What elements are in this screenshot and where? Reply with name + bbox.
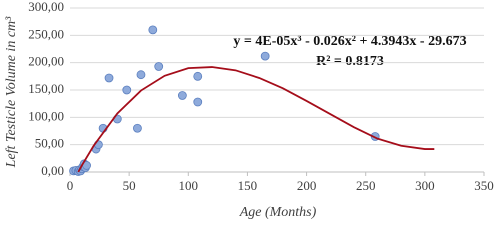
x-tick-label: 350: [474, 178, 494, 193]
trendline: [77, 66, 435, 173]
y-tick-label: 200,00: [28, 54, 64, 69]
x-tick-label: 0: [67, 178, 74, 193]
page: y = 4E-05x³ - 0.026x² + 4.3943x - 29.673…: [4, 0, 494, 221]
point: [260, 51, 270, 61]
chart: y = 4E-05x³ - 0.026x² + 4.3943x - 29.673…: [4, 0, 494, 220]
point: [136, 70, 146, 80]
y-tick-label: 50,00: [35, 136, 64, 151]
x-axis-title: Age (Months): [239, 205, 317, 220]
y-tick-label: 150,00: [28, 81, 64, 96]
y-axis-title: Left Testicle Volume in cm³: [4, 16, 19, 168]
y-tick-label: 300,00: [28, 0, 64, 14]
point: [193, 97, 203, 107]
point: [104, 73, 114, 83]
point: [177, 91, 187, 100]
x-tick-label: 250: [356, 178, 376, 193]
y-tick-label: 250,00: [28, 26, 64, 41]
x-tick-label: 100: [179, 178, 199, 193]
r-squared: R² = 0.8173: [316, 54, 384, 69]
point: [133, 123, 142, 133]
point: [193, 71, 203, 81]
x-tick-label: 150: [238, 178, 258, 193]
point: [154, 62, 164, 71]
point: [122, 85, 132, 95]
x-tick-label: 300: [415, 178, 435, 193]
x-tick-label: 50: [123, 178, 136, 193]
point: [148, 25, 158, 35]
x-tick-label: 200: [297, 178, 317, 193]
y-tick-label: 100,00: [28, 108, 64, 123]
equation: y = 4E-05x³ - 0.026x² + 4.3943x - 29.673: [233, 34, 466, 49]
y-tick-label: 0,00: [41, 163, 64, 178]
